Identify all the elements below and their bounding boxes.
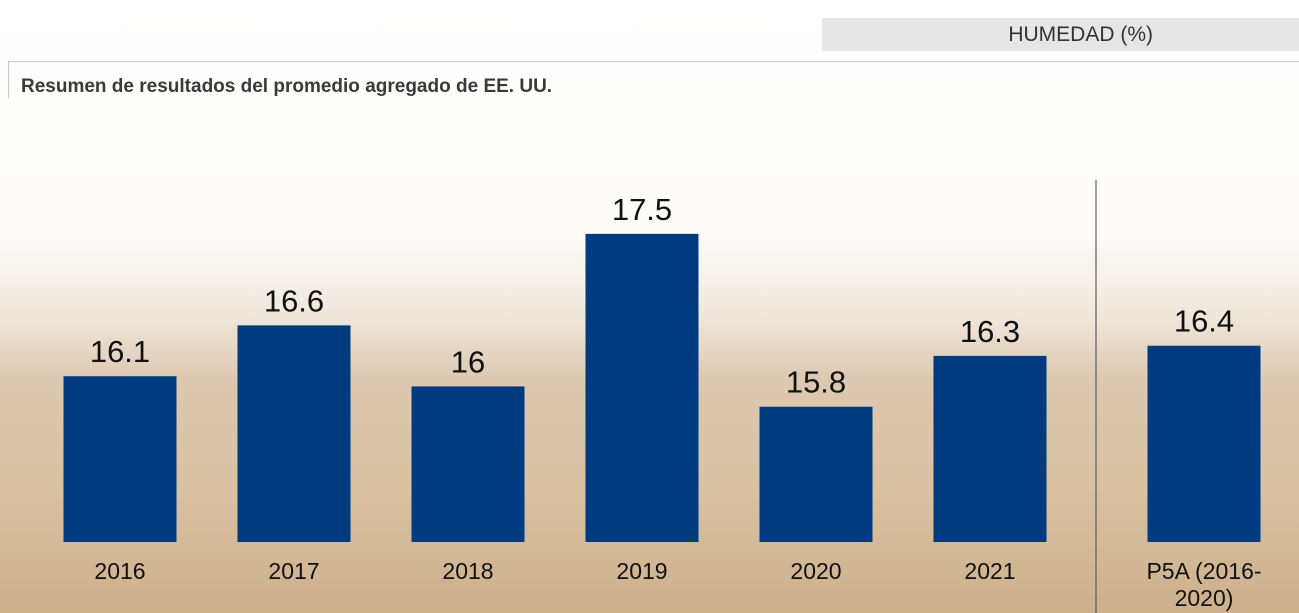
value-label: 16.6 — [264, 283, 324, 318]
chart-title: Resumen de resultados del promedio agreg… — [8, 61, 1299, 98]
bar — [585, 233, 699, 542]
bar — [411, 386, 525, 542]
x-tick-label: P5A (2016-2020) — [1146, 558, 1262, 611]
bar — [237, 325, 351, 542]
value-label: 16 — [451, 344, 485, 379]
bar — [933, 355, 1047, 542]
bar — [759, 406, 873, 542]
x-tick-label: 2016 — [94, 558, 146, 584]
value-label: 16.1 — [90, 334, 150, 369]
value-label: 15.8 — [786, 365, 846, 400]
value-label: 16.3 — [960, 314, 1020, 349]
x-tick-label: 2017 — [268, 558, 320, 584]
value-label: 16.4 — [1174, 304, 1234, 339]
x-tick-label: 2021 — [964, 558, 1016, 584]
header: HUMEDAD (%) — [822, 18, 1299, 51]
bar — [63, 376, 177, 542]
value-label: 17.5 — [612, 192, 672, 227]
x-tick-label: 2020 — [790, 558, 842, 584]
x-tick-label: 2019 — [616, 558, 668, 584]
x-tick-label: 2018 — [442, 558, 494, 584]
bar — [1147, 345, 1261, 542]
